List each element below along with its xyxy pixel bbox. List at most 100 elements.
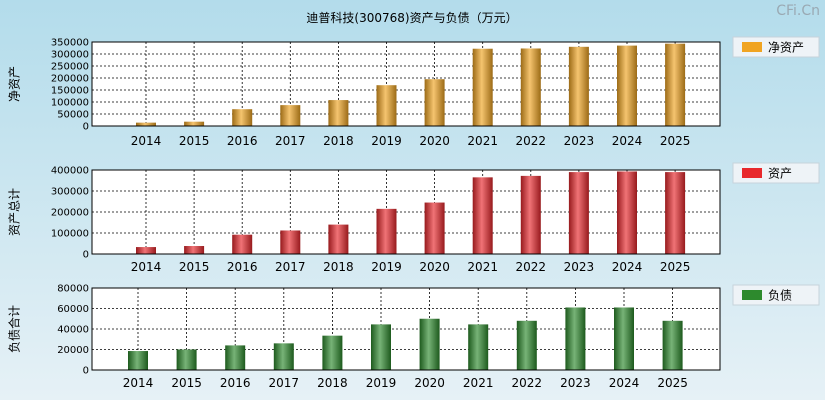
bar-2019: [371, 324, 391, 370]
x-tick-label: 2022: [516, 134, 547, 148]
watermark: CFi.Cn: [776, 3, 820, 19]
x-tick-label: 2015: [179, 260, 210, 274]
y-tick-label: 200000: [51, 74, 89, 85]
x-tick-label: 2022: [512, 376, 543, 390]
legend-label: 资产: [768, 167, 792, 181]
bar-2016: [225, 345, 246, 370]
bar-2024: [614, 307, 634, 370]
x-tick-label: 2020: [414, 376, 445, 390]
x-tick-label: 2018: [323, 260, 354, 274]
bar-2023: [568, 172, 589, 254]
bar-2016: [232, 109, 253, 126]
bar-2022: [520, 175, 541, 254]
bar-2024: [617, 45, 637, 126]
x-tick-label: 2019: [371, 260, 402, 274]
bar-2021: [472, 48, 493, 126]
x-tick-label: 2024: [612, 260, 643, 274]
x-tick-label: 2019: [366, 376, 397, 390]
bar-2020: [424, 79, 445, 126]
bar-2018: [328, 224, 349, 254]
x-tick-label: 2023: [560, 376, 591, 390]
y-tick-label: 0: [83, 366, 89, 377]
legend-swatch: [742, 42, 762, 52]
legend-swatch: [742, 168, 762, 178]
x-tick-label: 2018: [317, 376, 348, 390]
x-tick-label: 2025: [660, 134, 691, 148]
bar-2015: [184, 121, 205, 126]
x-tick-label: 2020: [419, 260, 450, 274]
y-axis-label: 负债合计: [7, 305, 22, 353]
plot-border: [91, 287, 721, 371]
x-tick-label: 2023: [564, 260, 595, 274]
x-tick-label: 2018: [323, 134, 354, 148]
y-tick-label: 300000: [51, 50, 89, 61]
bar-2020: [419, 318, 440, 370]
y-tick-label: 60000: [57, 304, 89, 315]
x-tick-label: 2017: [269, 376, 300, 390]
x-tick-label: 2024: [612, 134, 643, 148]
x-tick-label: 2016: [227, 134, 258, 148]
plot-border: [91, 41, 721, 127]
bar-2014: [136, 122, 156, 126]
y-tick-label: 100000: [51, 98, 89, 109]
x-tick-label: 2025: [657, 376, 688, 390]
bar-2016: [232, 234, 253, 254]
legend-label: 净资产: [768, 41, 804, 55]
chart-title: 迪普科技(300768)资产与负债（万元）: [306, 11, 517, 25]
bar-2025: [665, 43, 686, 126]
y-tick-label: 200000: [51, 208, 89, 219]
y-axis-label: 净资产: [8, 66, 22, 102]
x-tick-label: 2021: [467, 134, 498, 148]
x-tick-label: 2017: [275, 134, 306, 148]
bar-2019: [376, 85, 397, 126]
y-tick-label: 300000: [51, 187, 89, 198]
x-tick-label: 2015: [171, 376, 202, 390]
x-tick-label: 2024: [609, 376, 640, 390]
y-tick-label: 40000: [57, 325, 89, 336]
panel-2: 0 100000 200000 300000 400000 2014 2015 2016 201…: [8, 162, 820, 274]
panel-3: 0 20000 40000 60000 80000 2014 2015 2016 2017 201…: [7, 284, 820, 390]
x-tick-label: 2016: [220, 376, 251, 390]
y-tick-label: 0: [83, 122, 89, 133]
bar-2014: [128, 351, 148, 370]
y-tick-label: 50000: [57, 110, 89, 121]
bar-2023: [565, 307, 586, 370]
x-tick-label: 2021: [467, 260, 498, 274]
panel-1: 0500001000001500002000002500003000003500…: [8, 36, 820, 148]
bar-2025: [665, 172, 686, 254]
x-tick-label: 2016: [227, 260, 258, 274]
x-tick-label: 2014: [131, 134, 162, 148]
bar-2024: [617, 171, 637, 254]
plot-area: [92, 42, 720, 126]
bar-2020: [424, 202, 445, 254]
y-tick-label: 250000: [51, 62, 89, 73]
y-tick-label: 80000: [57, 284, 89, 295]
plot-border: [91, 169, 721, 255]
y-tick-label: 100000: [51, 229, 89, 240]
x-tick-label: 2019: [371, 134, 402, 148]
y-tick-label: 20000: [57, 345, 89, 356]
bar-2025: [662, 320, 683, 370]
x-tick-label: 2017: [275, 260, 306, 274]
x-tick-label: 2025: [660, 260, 691, 274]
bar-2023: [568, 46, 589, 126]
bar-2018: [322, 335, 343, 370]
x-tick-label: 2020: [419, 134, 450, 148]
bar-2014: [136, 247, 156, 254]
x-tick-label: 2021: [463, 376, 494, 390]
y-tick-label: 400000: [51, 166, 89, 177]
bar-2017: [273, 343, 294, 370]
legend-swatch: [742, 290, 762, 300]
y-tick-label: 150000: [51, 86, 89, 97]
x-tick-label: 2023: [564, 134, 595, 148]
x-tick-label: 2015: [179, 134, 210, 148]
x-tick-label: 2022: [516, 260, 547, 274]
bar-2021: [472, 177, 493, 254]
bar-2015: [176, 349, 197, 370]
x-tick-label: 2014: [123, 376, 154, 390]
legend-label: 负债: [768, 289, 792, 303]
bar-2017: [280, 230, 301, 254]
bar-2017: [280, 105, 301, 126]
